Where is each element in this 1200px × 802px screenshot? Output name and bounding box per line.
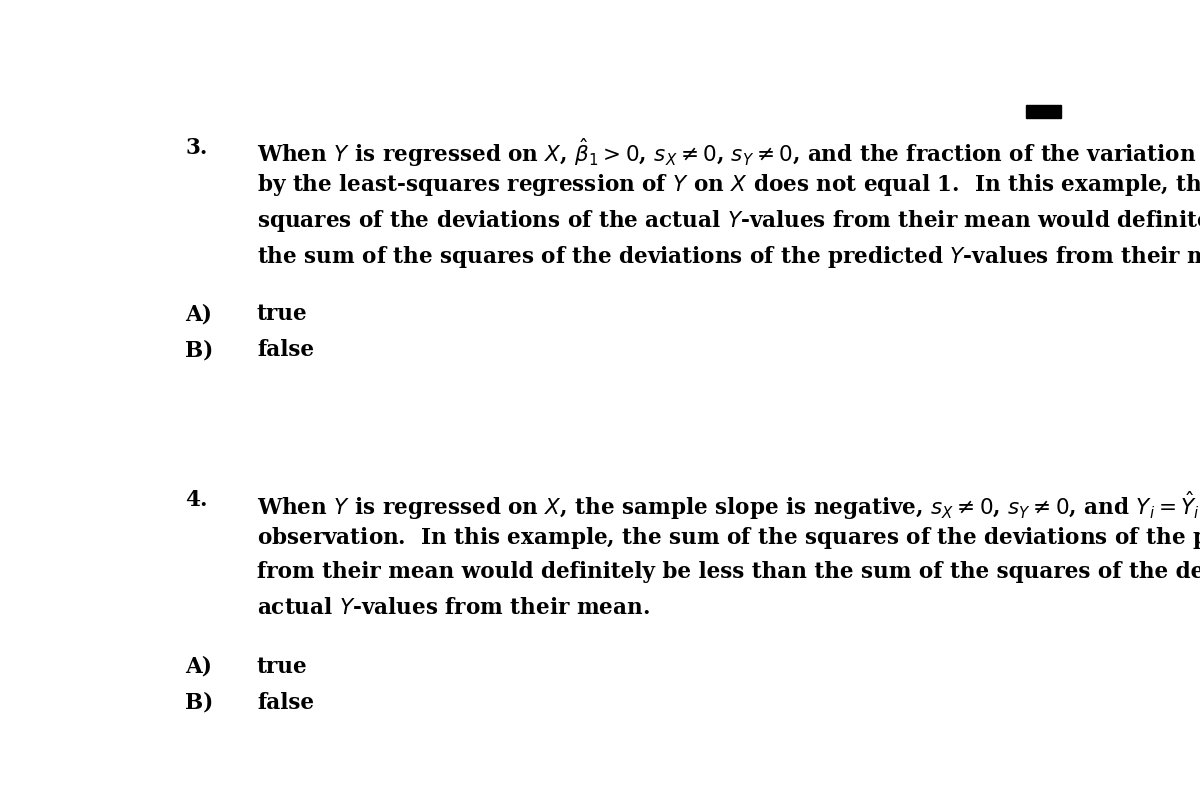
Text: When $Y$ is regressed on $X$, $\hat{\beta}_1 > 0$, $s_X \neq 0$, $s_Y \neq 0$, a: When $Y$ is regressed on $X$, $\hat{\bet… <box>257 136 1200 169</box>
Text: the sum of the squares of the deviations of the predicted $Y$-values from their : the sum of the squares of the deviations… <box>257 244 1200 269</box>
Text: false: false <box>257 691 314 713</box>
Text: squares of the deviations of the actual $Y$-values from their mean would definit: squares of the deviations of the actual … <box>257 208 1200 234</box>
Text: observation.  In this example, the sum of the squares of the deviations of the p: observation. In this example, the sum of… <box>257 525 1200 550</box>
Text: B): B) <box>185 339 214 361</box>
Text: true: true <box>257 303 307 325</box>
Text: When $Y$ is regressed on $X$, the sample slope is negative, $s_X \neq 0$, $s_Y \: When $Y$ is regressed on $X$, the sample… <box>257 488 1200 521</box>
FancyBboxPatch shape <box>1026 106 1062 119</box>
Text: actual $Y$-values from their mean.: actual $Y$-values from their mean. <box>257 596 649 618</box>
Text: B): B) <box>185 691 214 713</box>
Text: 4.: 4. <box>185 488 208 510</box>
Text: by the least-squares regression of $Y$ on $X$ does not equal 1.  In this example: by the least-squares regression of $Y$ o… <box>257 172 1200 198</box>
Text: false: false <box>257 339 314 361</box>
Text: true: true <box>257 655 307 677</box>
Text: 3.: 3. <box>185 136 208 158</box>
Text: A): A) <box>185 303 212 325</box>
Text: from their mean would definitely be less than the sum of the squares of the devi: from their mean would definitely be less… <box>257 560 1200 582</box>
Text: A): A) <box>185 655 212 677</box>
